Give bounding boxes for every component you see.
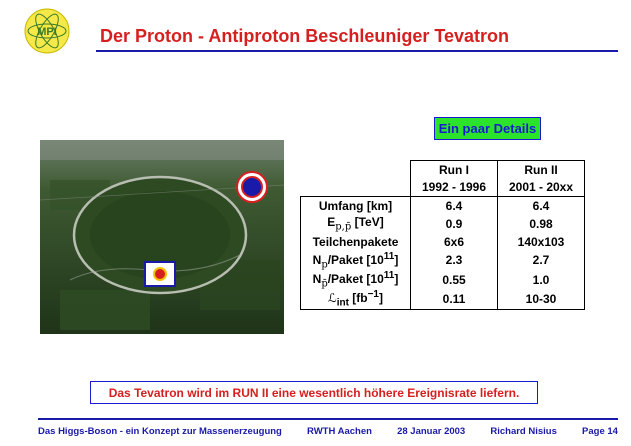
column-subheader-run2: 2001 - 20xx [497, 178, 585, 197]
footer-page-number: Page 14 [582, 426, 618, 437]
run2-value: 140x103 [497, 232, 585, 251]
row-label: Np̄/Paket [1011] [300, 269, 411, 290]
footer: Das Higgs-Boson - ein Konzept zur Massen… [38, 426, 618, 437]
table-row: Umfang [km] 6.4 6.4 [300, 196, 585, 215]
run2-value: 0.98 [497, 214, 585, 233]
column-header-run2: Run II [497, 160, 585, 179]
column-header-run1: Run I [410, 160, 498, 179]
table-row: Np̄/Paket [1011] 0.55 1.0 [300, 269, 585, 290]
run1-value: 0.55 [410, 269, 498, 290]
run1-value: 6x6 [410, 232, 498, 251]
mpi-logo: MPI [24, 8, 70, 54]
row-label: Np/Paket [1011] [300, 250, 411, 270]
tevatron-aerial-photo [40, 140, 284, 334]
details-button[interactable]: Ein paar Details [434, 117, 541, 140]
row-label: Teilchenpakete [300, 232, 411, 251]
footer-talk-title: Das Higgs-Boson - ein Konzept zur Massen… [38, 426, 282, 437]
run2-value: 6.4 [497, 196, 585, 215]
table-row: Np/Paket [1011] 2.3 2.7 [300, 250, 585, 270]
tevatron-run-table: Run I Run II 1992 - 1996 2001 - 20xx Umf… [300, 160, 585, 310]
row-label: Umfang [km] [300, 196, 411, 215]
footer-author: Richard Nisius [490, 426, 557, 437]
run2-value: 1.0 [497, 269, 585, 290]
row-label: ℒint [fb−1] [300, 289, 411, 310]
title-divider [96, 50, 618, 52]
run1-value: 0.9 [410, 214, 498, 233]
atom-logo-icon: MPI [24, 8, 70, 54]
footer-institute: RWTH Aachen [307, 426, 372, 437]
footer-divider [38, 418, 618, 420]
cdf-detector-logo [236, 171, 268, 203]
column-subheader-run1: 1992 - 1996 [410, 178, 498, 197]
table-row: Ep,p̄ [TeV] 0.9 0.98 [300, 214, 585, 233]
table-row: ℒint [fb−1] 0.11 10-30 [300, 289, 585, 310]
summary-note: Das Tevatron wird im RUN II eine wesentl… [90, 381, 538, 404]
run1-value: 6.4 [410, 196, 498, 215]
d0-detector-logo [144, 261, 176, 287]
svg-text:MPI: MPI [37, 26, 57, 38]
page-title: Der Proton - Antiproton Beschleuniger Te… [100, 26, 510, 46]
footer-date: 28 Januar 2003 [397, 426, 466, 437]
row-label: Ep,p̄ [TeV] [300, 214, 411, 233]
run1-value: 2.3 [410, 250, 498, 270]
run2-value: 10-30 [497, 289, 585, 310]
run2-value: 2.7 [497, 250, 585, 270]
run1-value: 0.11 [410, 289, 498, 310]
table-row: Teilchenpakete 6x6 140x103 [300, 232, 585, 251]
